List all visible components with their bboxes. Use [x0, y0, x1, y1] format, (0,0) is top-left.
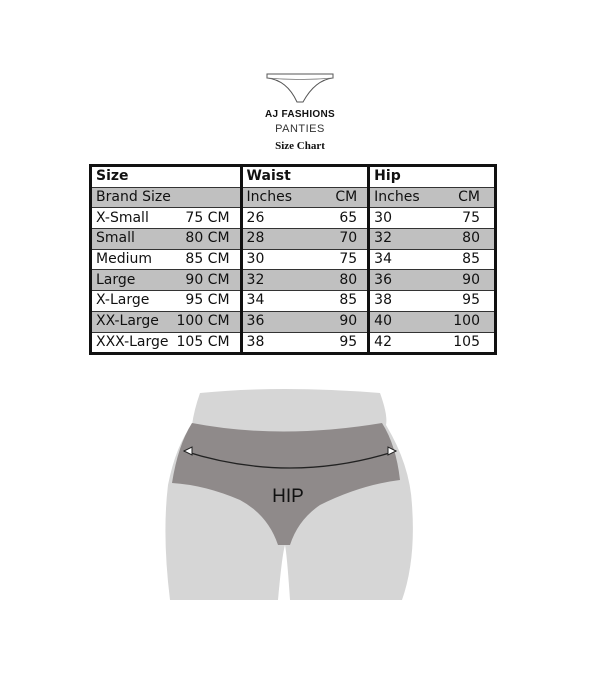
hip-inches: 30 [367, 207, 438, 229]
waist-cm: 95 [309, 331, 369, 354]
brand-size-cm: 85 CM [172, 248, 242, 270]
size-table: Size Waist Hip Brand Size Inches CM Inch… [89, 164, 497, 356]
waist-inches: 26 [239, 207, 310, 229]
chart-title: Size Chart [275, 140, 325, 152]
waist-inches: 34 [239, 290, 310, 312]
waist-cm: 75 [309, 248, 369, 270]
hip-cm: 75 [437, 207, 496, 229]
size-name: X-Small [90, 207, 173, 229]
table-row: Medium 85 CM 30 75 34 85 [90, 248, 496, 270]
header-waist: Waist [239, 165, 369, 188]
waist-inches: 30 [239, 248, 310, 270]
waist-cm: 70 [309, 228, 369, 250]
table-row: X-Small 75 CM 26 65 30 75 [90, 207, 496, 229]
hip-inches: 34 [367, 248, 438, 270]
subheader-waist-cm: CM [309, 186, 369, 208]
waist-inches: 36 [239, 310, 310, 332]
table-row: XXX-Large 105 CM 38 95 42 105 [90, 331, 496, 354]
brand-size-cm: 100 CM [172, 310, 242, 332]
hip-inches: 36 [367, 269, 438, 291]
hip-inches: 42 [367, 331, 438, 354]
table-row: Large 90 CM 32 80 36 90 [90, 269, 496, 291]
waist-cm: 65 [309, 207, 369, 229]
waist-cm: 80 [309, 269, 369, 291]
measure-arrow-icon [183, 450, 397, 469]
hip-cm: 90 [437, 269, 496, 291]
hip-inches: 38 [367, 290, 438, 312]
size-name: XXX-Large [90, 331, 173, 354]
brand-name: AJ FASHIONS [265, 109, 335, 120]
hip-cm: 80 [437, 228, 496, 250]
hip-cm: 100 [437, 310, 496, 332]
waist-inches: 28 [239, 228, 310, 250]
table-row: X-Large 95 CM 34 85 38 95 [90, 290, 496, 312]
header-hip: Hip [367, 165, 496, 188]
product-type: PANTIES [275, 123, 325, 135]
size-name: Large [90, 269, 173, 291]
sub-header-row: Brand Size Inches CM Inches CM [90, 186, 496, 208]
subheader-brand-size: Brand Size [90, 186, 242, 208]
size-name: XX-Large [90, 310, 173, 332]
size-name: Medium [90, 248, 173, 270]
table-row: XX-Large 100 CM 36 90 40 100 [90, 310, 496, 332]
hip-inches: 40 [367, 310, 438, 332]
brand-size-cm: 75 CM [172, 207, 242, 229]
hip-cm: 95 [437, 290, 496, 312]
table-row: Small 80 CM 28 70 32 80 [90, 228, 496, 250]
brand-size-cm: 95 CM [172, 290, 242, 312]
waist-inches: 38 [239, 331, 310, 354]
subheader-hip-cm: CM [437, 186, 496, 208]
hip-cm: 85 [437, 248, 496, 270]
waist-cm: 90 [309, 310, 369, 332]
size-name: Small [90, 228, 173, 250]
brand-size-cm: 80 CM [172, 228, 242, 250]
hip-measurement-illustration: HIP [165, 389, 413, 600]
hip-inches: 32 [367, 228, 438, 250]
group-header-row: Size Waist Hip [90, 165, 496, 188]
waist-inches: 32 [239, 269, 310, 291]
hip-cm: 105 [437, 331, 496, 354]
size-name: X-Large [90, 290, 173, 312]
hip-label: HIP [272, 486, 304, 507]
header-size: Size [90, 165, 242, 188]
panties-shape [172, 423, 400, 545]
brand-size-cm: 90 CM [172, 269, 242, 291]
subheader-hip-inches: Inches [367, 186, 438, 208]
panties-outline-icon [266, 73, 334, 103]
brand-size-cm: 105 CM [172, 331, 242, 354]
subheader-waist-inches: Inches [239, 186, 310, 208]
waist-cm: 85 [309, 290, 369, 312]
